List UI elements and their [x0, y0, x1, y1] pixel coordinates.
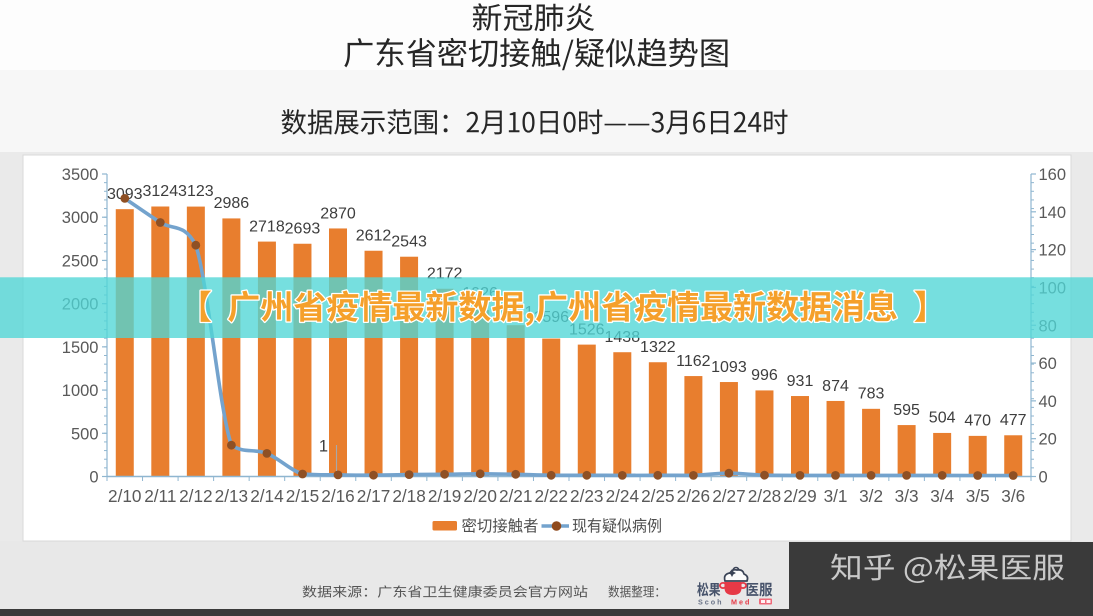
svg-text:2/25: 2/25: [641, 486, 674, 506]
svg-text:3124: 3124: [143, 183, 179, 200]
svg-text:2/29: 2/29: [783, 486, 816, 506]
svg-text:477: 477: [1000, 412, 1027, 429]
svg-text:2/24: 2/24: [606, 486, 640, 506]
svg-text:2/28: 2/28: [748, 486, 781, 506]
svg-text:1162: 1162: [676, 353, 711, 370]
svg-text:60: 60: [1039, 355, 1057, 373]
svg-text:40: 40: [1039, 393, 1057, 411]
svg-text:500: 500: [71, 425, 99, 443]
svg-text:2870: 2870: [320, 205, 356, 222]
svg-text:595: 595: [893, 402, 920, 419]
svg-text:874: 874: [822, 378, 849, 395]
svg-text:160: 160: [1039, 166, 1067, 184]
svg-text:470: 470: [964, 413, 991, 430]
svg-text:2718: 2718: [249, 218, 285, 235]
svg-text:3500: 3500: [62, 166, 99, 184]
svg-text:2/27: 2/27: [712, 486, 745, 506]
svg-text:3/6: 3/6: [1001, 486, 1025, 506]
svg-text:2/16: 2/16: [321, 486, 354, 506]
svg-text:2/18: 2/18: [392, 486, 425, 506]
svg-text:2/17: 2/17: [357, 486, 390, 506]
svg-text:2/15: 2/15: [286, 486, 319, 506]
svg-text:2/26: 2/26: [677, 486, 710, 506]
svg-text:3/4: 3/4: [930, 486, 954, 506]
svg-text:2543: 2543: [391, 234, 427, 251]
svg-text:2/14: 2/14: [250, 486, 284, 506]
svg-text:1322: 1322: [640, 339, 676, 356]
svg-text:120: 120: [1039, 242, 1067, 260]
svg-text:2/20: 2/20: [463, 486, 496, 506]
svg-text:S c o h: S c o h: [698, 598, 722, 607]
svg-text:504: 504: [929, 410, 956, 427]
svg-text:M e d: M e d: [731, 598, 749, 607]
svg-text:2/22: 2/22: [535, 486, 568, 506]
svg-text:0: 0: [89, 469, 98, 487]
svg-text:931: 931: [787, 373, 814, 390]
svg-text:2612: 2612: [356, 228, 392, 245]
svg-text:1000: 1000: [62, 382, 99, 400]
svg-text:140: 140: [1039, 204, 1067, 222]
svg-text:2/21: 2/21: [499, 486, 532, 506]
svg-text:2500: 2500: [62, 252, 99, 270]
svg-text:2/11: 2/11: [144, 486, 176, 506]
svg-text:3/2: 3/2: [859, 486, 883, 506]
svg-text:3/3: 3/3: [895, 486, 919, 506]
svg-text:3123: 3123: [178, 183, 214, 200]
svg-text:2/19: 2/19: [428, 486, 461, 506]
svg-text:2/10: 2/10: [108, 486, 141, 506]
svg-text:3000: 3000: [62, 209, 99, 227]
svg-text:3/5: 3/5: [966, 486, 990, 506]
svg-text:2/13: 2/13: [215, 486, 248, 506]
svg-text:783: 783: [858, 386, 885, 403]
svg-text:2/23: 2/23: [570, 486, 603, 506]
svg-text:1: 1: [319, 438, 328, 456]
svg-text:1093: 1093: [711, 359, 747, 376]
svg-text:2693: 2693: [285, 221, 321, 238]
svg-text:20: 20: [1039, 431, 1057, 449]
svg-text:2986: 2986: [214, 195, 250, 212]
svg-text:996: 996: [751, 367, 778, 384]
svg-text:3/1: 3/1: [824, 486, 848, 506]
svg-text:1500: 1500: [62, 339, 99, 357]
svg-text:0: 0: [1039, 469, 1048, 487]
svg-text:2/12: 2/12: [179, 486, 212, 506]
